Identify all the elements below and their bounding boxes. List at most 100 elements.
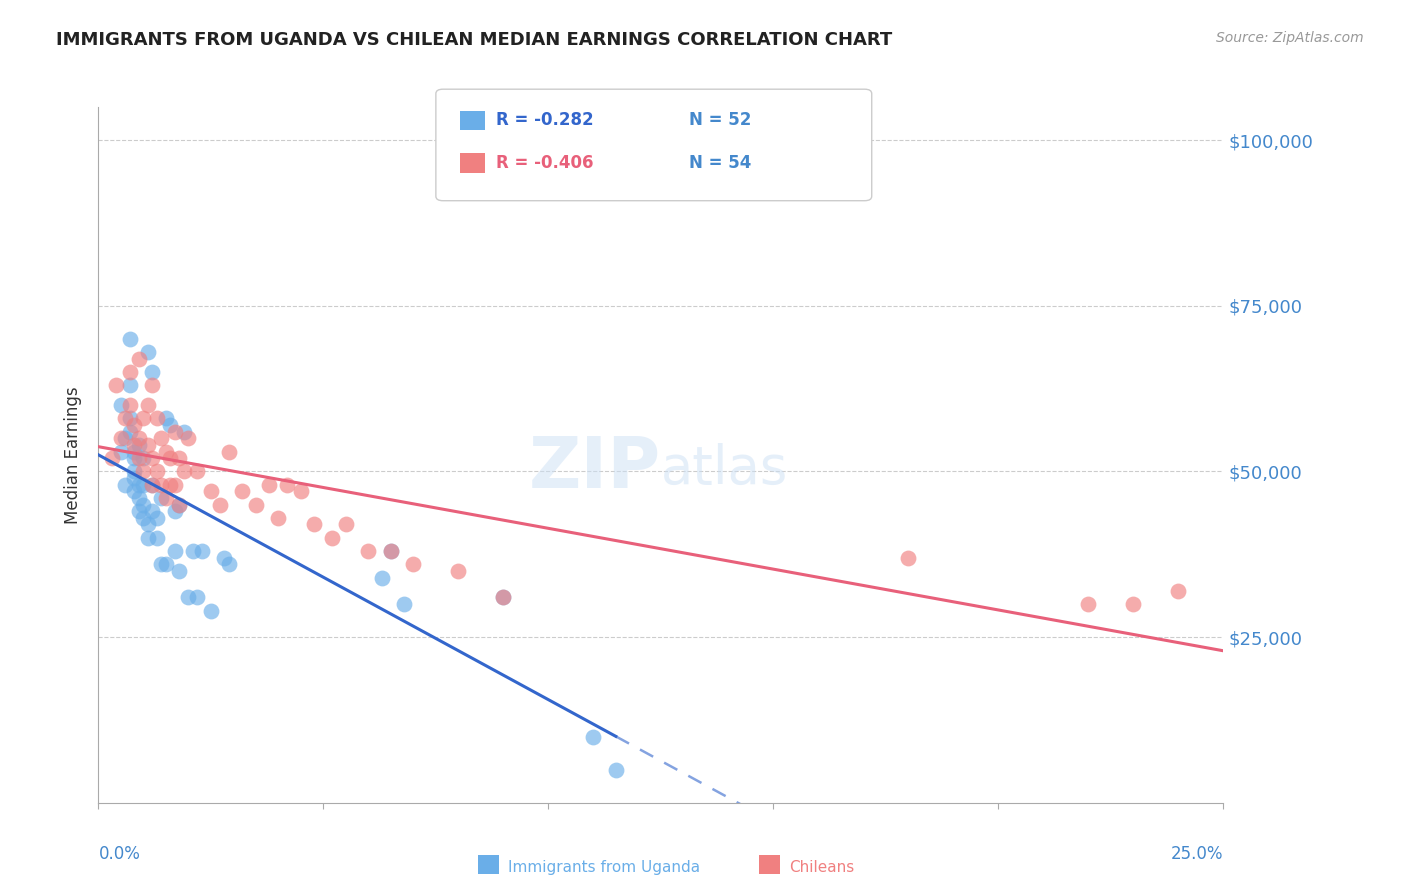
Point [136,531,159,545]
Point [146,511,169,525]
Point [150,558,173,572]
Point [173,425,195,439]
Point [163,425,186,439]
Text: IMMIGRANTS FROM UGANDA VS CHILEAN MEDIAN EARNINGS CORRELATION CHART: IMMIGRANTS FROM UGANDA VS CHILEAN MEDIAN… [56,31,893,49]
Point [128,477,150,491]
Point [304,517,326,532]
Point [124,444,146,458]
Point [124,418,146,433]
Point [141,504,163,518]
Point [118,365,141,379]
Point [214,550,236,565]
Point [128,504,150,518]
Point [124,438,146,452]
Point [146,465,169,479]
Text: 25.0%: 25.0% [1171,845,1223,863]
Point [191,544,214,558]
Point [169,498,191,512]
Point [110,431,132,445]
Point [259,477,281,491]
Point [150,491,173,505]
Point [128,438,150,452]
Text: R = -0.406: R = -0.406 [496,154,593,172]
Point [1167,583,1189,598]
Point [208,498,231,512]
Point [124,471,146,485]
Point [105,378,128,392]
Point [163,504,186,518]
Point [200,604,222,618]
Point [380,544,402,558]
Point [150,477,173,491]
Point [124,484,146,499]
Point [218,558,240,572]
Point [124,451,146,466]
Point [181,544,204,558]
Point [290,484,312,499]
Text: 0.0%: 0.0% [98,845,141,863]
Point [267,511,290,525]
Point [186,465,208,479]
Point [218,444,240,458]
Point [118,398,141,412]
Point [582,730,605,744]
Point [186,591,208,605]
Point [132,511,155,525]
Text: Source: ZipAtlas.com: Source: ZipAtlas.com [1216,31,1364,45]
Point [110,398,132,412]
Text: Chileans: Chileans [789,860,853,874]
Point [492,591,515,605]
Text: ZIP: ZIP [529,434,661,503]
Point [177,431,200,445]
Point [101,451,124,466]
Point [1122,597,1144,611]
Point [141,451,163,466]
Point [897,550,920,565]
Point [128,351,150,366]
Point [146,531,169,545]
Point [141,477,163,491]
Point [110,444,132,458]
Point [136,398,159,412]
Point [159,477,181,491]
Point [169,498,191,512]
Point [159,451,181,466]
Point [141,378,163,392]
Point [155,444,177,458]
Text: N = 52: N = 52 [689,112,751,129]
Point [150,431,173,445]
Point [357,544,380,558]
Point [173,465,195,479]
Point [118,425,141,439]
Point [394,597,416,611]
Point [380,544,402,558]
Point [118,378,141,392]
Point [169,451,191,466]
Point [118,332,141,346]
Point [136,345,159,359]
Point [124,465,146,479]
Text: Immigrants from Uganda: Immigrants from Uganda [508,860,700,874]
Point [114,431,136,445]
Point [321,531,343,545]
Point [132,465,155,479]
Point [141,477,163,491]
Point [128,431,150,445]
Point [371,570,394,584]
Point [200,484,222,499]
Point [155,411,177,425]
Point [136,438,159,452]
Point [155,558,177,572]
Point [114,411,136,425]
Point [155,491,177,505]
Point [276,477,298,491]
Point [132,498,155,512]
Point [132,477,155,491]
Point [132,411,155,425]
Point [169,564,191,578]
Point [231,484,253,499]
Point [1077,597,1099,611]
Text: atlas: atlas [661,442,789,495]
Point [141,365,163,379]
Point [114,477,136,491]
